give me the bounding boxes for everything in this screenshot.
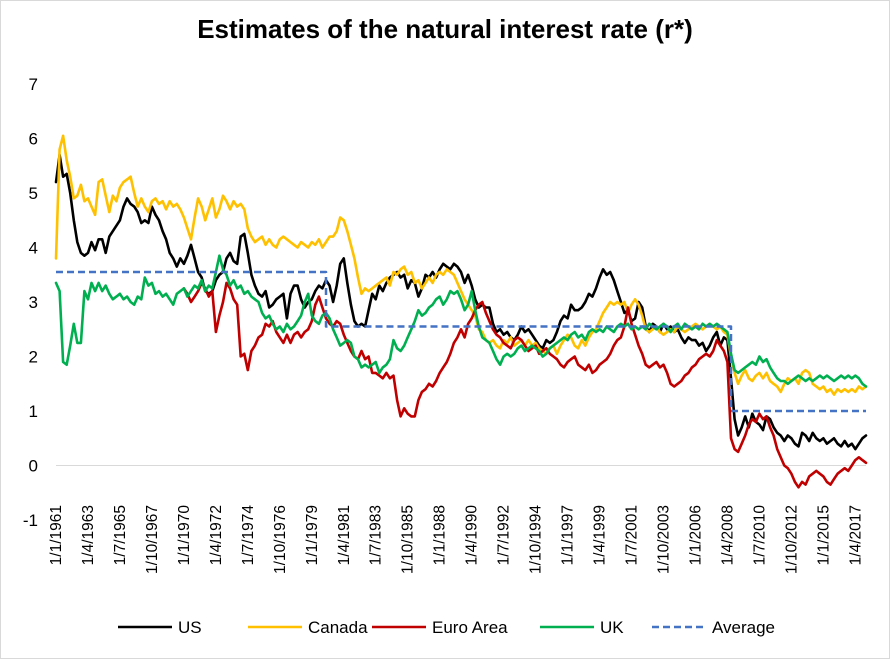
x-tick-label: 1/10/1985 <box>400 505 417 574</box>
x-tick-label: 1/1/1970 <box>176 505 193 566</box>
x-tick-label: 1/1/1997 <box>560 505 577 565</box>
y-tick-label: 0 <box>29 457 38 476</box>
y-tick-label: 5 <box>29 184 38 203</box>
x-tick-label: 1/1/1988 <box>432 505 449 565</box>
series-line-uk <box>54 254 868 388</box>
x-tick-label: 1/1/1979 <box>304 505 321 565</box>
x-tick-label: 1/4/1990 <box>464 505 481 566</box>
x-tick-label: 1/7/1983 <box>368 505 385 565</box>
plot-area <box>54 134 868 489</box>
y-tick-label: 6 <box>29 130 38 149</box>
x-tick-label: 1/1/2006 <box>687 505 704 565</box>
legend-label: UK <box>600 618 624 637</box>
x-tick-label: 1/10/1976 <box>272 505 289 574</box>
series-line-average <box>56 270 866 413</box>
y-tick-label: 7 <box>29 75 38 94</box>
legend-label: US <box>178 618 202 637</box>
x-tick-label: 1/1/1961 <box>48 505 65 565</box>
x-tick-label: 1/4/1981 <box>336 505 353 565</box>
x-tick-label: 1/1/2015 <box>815 505 832 565</box>
x-tick-label: 1/4/1972 <box>208 505 225 565</box>
series-line-euro-area <box>182 281 868 489</box>
legend-label: Canada <box>308 618 368 637</box>
legend: US Canada Euro Area UK Average <box>118 618 775 637</box>
x-tick-label: 1/10/2003 <box>656 505 673 574</box>
x-tick-label: 1/4/2008 <box>719 505 736 565</box>
x-tick-label: 1/7/1974 <box>240 505 257 566</box>
x-tick-label: 1/10/1967 <box>144 505 161 574</box>
y-tick-label: 3 <box>29 293 38 312</box>
y-tick-label: 4 <box>29 239 38 258</box>
legend-label: Euro Area <box>432 618 508 637</box>
y-tick-label: 1 <box>29 402 38 421</box>
x-tick-label: 1/7/2010 <box>751 505 768 566</box>
x-tick-label: 1/7/2001 <box>624 505 641 565</box>
y-tick-label: -1 <box>23 511 38 530</box>
x-tick-label: 1/10/1994 <box>528 505 545 574</box>
x-tick-label: 1/4/1999 <box>592 505 609 565</box>
x-tick-label: 1/10/2012 <box>783 505 800 574</box>
chart-title: Estimates of the natural interest rate (… <box>197 14 693 44</box>
x-tick-label: 1/4/1963 <box>80 505 97 565</box>
x-tick-label: 1/4/2017 <box>847 505 864 565</box>
y-tick-label: 2 <box>29 348 38 367</box>
legend-label: Average <box>712 618 775 637</box>
axes: -1 0 1 2 3 4 5 6 7 1/1/1961 1/4/1963 1/7/1965 1/10/1… <box>23 75 866 574</box>
x-tick-label: 1/7/1992 <box>496 505 513 565</box>
x-tick-label: 1/7/1965 <box>112 505 129 565</box>
series-line-us <box>54 153 868 451</box>
